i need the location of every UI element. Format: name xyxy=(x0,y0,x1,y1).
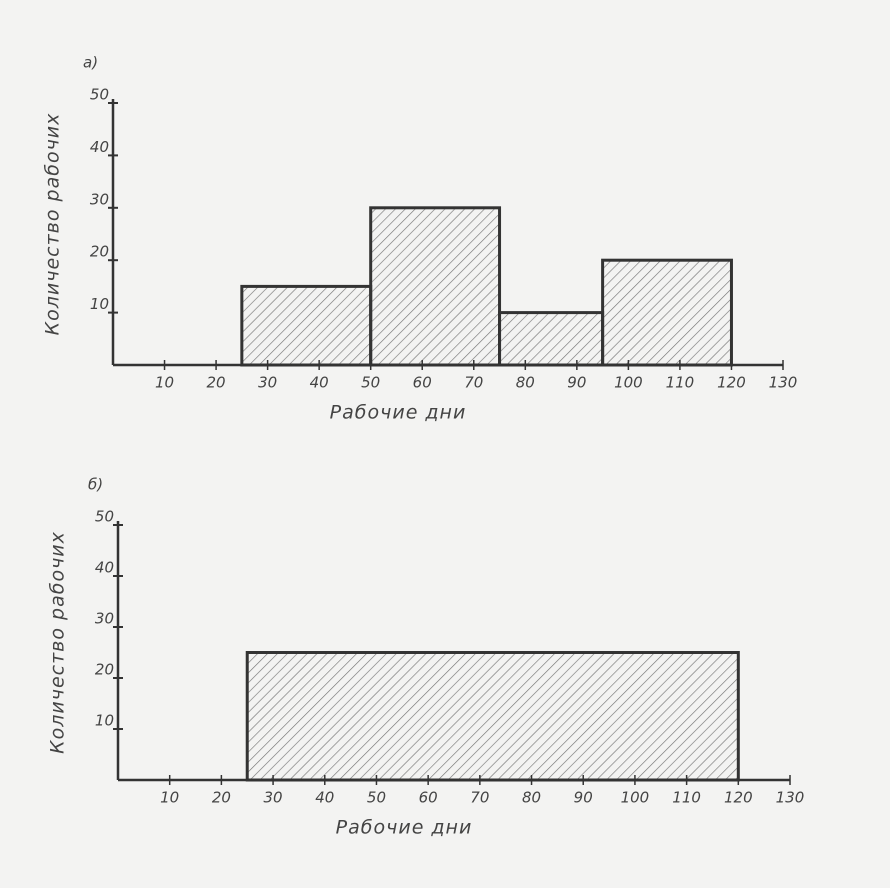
y-tick-label: 30 xyxy=(90,190,109,208)
bar xyxy=(240,284,373,367)
panel-label: а) xyxy=(83,54,98,72)
x-tick-label: 100 xyxy=(614,374,643,392)
y-tick-label: 40 xyxy=(95,559,114,577)
x-tick-label: 100 xyxy=(621,789,650,807)
x-tick-label: 50 xyxy=(367,789,386,807)
x-tick-label: 30 xyxy=(264,789,283,807)
x-tick-label: 90 xyxy=(567,374,586,392)
bar xyxy=(245,651,740,782)
y-tick-label: 50 xyxy=(95,508,114,526)
x-tick-label: 30 xyxy=(258,374,277,392)
x-tick-label: 70 xyxy=(464,374,483,392)
x-tick-label: 80 xyxy=(522,789,541,807)
y-axis-title: Количество рабочих xyxy=(47,531,69,754)
y-tick-label: 10 xyxy=(95,712,114,730)
x-tick-label: 70 xyxy=(470,789,489,807)
x-tick-label: 60 xyxy=(413,374,432,392)
x-tick-label: 120 xyxy=(724,789,753,807)
y-tick-label: 20 xyxy=(95,661,114,679)
x-tick-label: 10 xyxy=(160,789,179,807)
x-tick-label: 90 xyxy=(574,789,593,807)
y-tick-label: 50 xyxy=(90,86,109,104)
x-tick-label: 60 xyxy=(419,789,438,807)
x-axis-title: Рабочие дни xyxy=(330,402,467,424)
x-tick-label: 120 xyxy=(717,374,746,392)
x-tick-label: 80 xyxy=(516,374,535,392)
y-tick-label: 40 xyxy=(90,138,109,156)
x-tick-label: 20 xyxy=(207,374,226,392)
x-tick-label: 10 xyxy=(155,374,174,392)
y-tick-label: 30 xyxy=(95,610,114,628)
x-axis-title: Рабочие дни xyxy=(336,817,473,839)
x-tick-label: 50 xyxy=(361,374,380,392)
y-axis-title: Количество рабочих xyxy=(42,113,64,336)
bar xyxy=(498,311,605,367)
x-tick-label: 110 xyxy=(672,789,701,807)
y-tick-label: 10 xyxy=(90,295,109,313)
x-tick-label: 110 xyxy=(666,374,695,392)
y-tick-label: 20 xyxy=(90,243,109,261)
x-tick-label: 40 xyxy=(315,789,334,807)
x-tick-label: 20 xyxy=(212,789,231,807)
bar xyxy=(601,258,733,367)
panel-label: б) xyxy=(88,476,103,494)
x-tick-label: 40 xyxy=(310,374,329,392)
bar xyxy=(369,206,502,367)
x-tick-label: 130 xyxy=(776,789,805,807)
x-tick-label: 130 xyxy=(769,374,798,392)
